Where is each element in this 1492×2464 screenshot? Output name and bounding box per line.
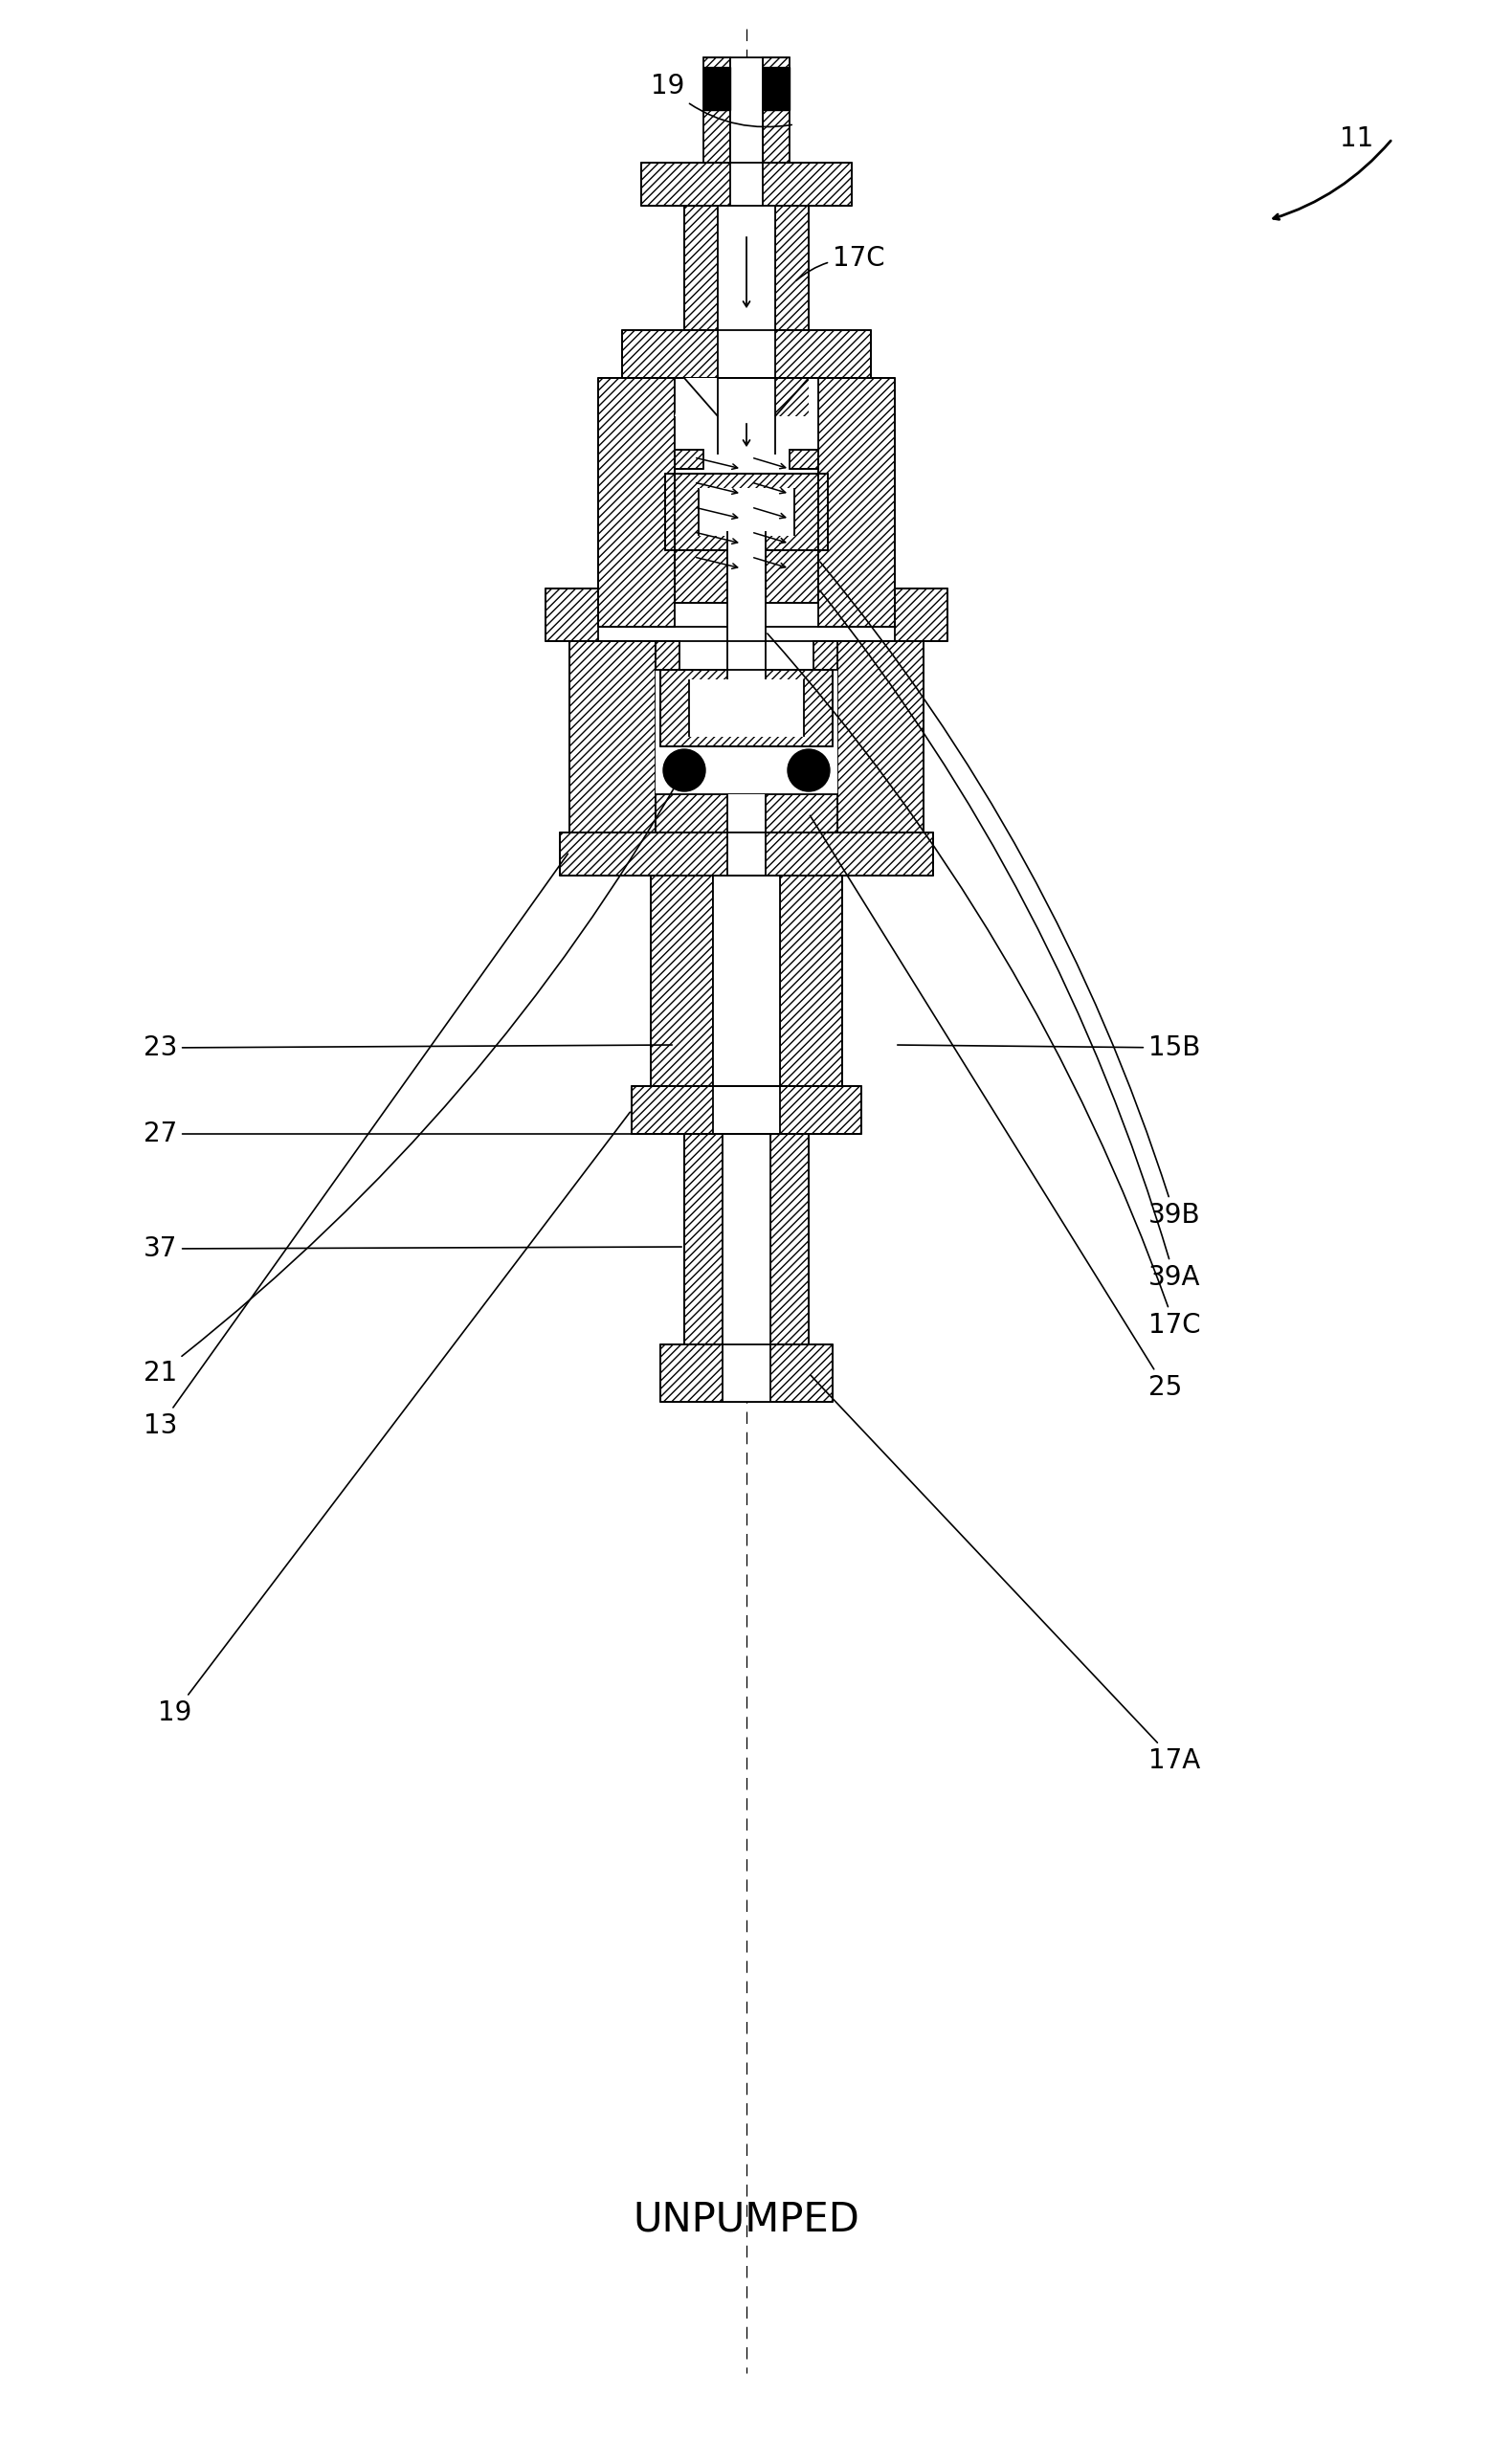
Bar <box>655 641 837 833</box>
Text: 27: 27 <box>143 1121 662 1148</box>
Bar <box>685 1133 722 1345</box>
Bar <box>789 451 818 468</box>
Bar <box>560 833 932 875</box>
Bar <box>685 205 718 330</box>
Text: 23: 23 <box>143 1035 671 1062</box>
Bar <box>730 57 762 163</box>
Bar <box>546 589 598 641</box>
Circle shape <box>788 749 830 791</box>
Bar <box>674 377 818 626</box>
Circle shape <box>664 749 706 791</box>
Bar <box>776 205 809 330</box>
Text: 17A: 17A <box>810 1375 1201 1774</box>
Polygon shape <box>776 377 809 416</box>
Bar <box>813 641 837 670</box>
Bar <box>895 589 947 641</box>
Bar <box>674 451 703 468</box>
Polygon shape <box>674 377 718 416</box>
Text: 19: 19 <box>158 1111 630 1727</box>
Bar <box>642 163 852 205</box>
Bar <box>570 641 655 833</box>
Bar <box>661 1345 833 1402</box>
Bar <box>722 1345 770 1402</box>
Bar <box>727 532 765 685</box>
Text: 19: 19 <box>651 74 792 126</box>
Bar <box>765 549 818 604</box>
Bar <box>674 549 727 604</box>
Bar <box>730 163 762 205</box>
Bar <box>718 205 776 330</box>
Bar <box>770 1133 809 1345</box>
Text: 17C: 17C <box>797 244 885 281</box>
Bar <box>631 1087 861 1133</box>
Bar <box>622 330 871 377</box>
Bar <box>818 377 895 626</box>
Text: UNPUMPED: UNPUMPED <box>633 2200 859 2240</box>
Text: 15B: 15B <box>898 1035 1201 1062</box>
Bar <box>718 416 776 453</box>
Text: 25: 25 <box>810 816 1182 1402</box>
Text: 21: 21 <box>143 774 683 1387</box>
Polygon shape <box>703 67 730 111</box>
Bar <box>698 488 794 535</box>
Bar <box>703 57 730 163</box>
Text: 11: 11 <box>1340 126 1374 153</box>
Bar <box>598 377 674 626</box>
Bar <box>689 680 804 737</box>
Text: 17C: 17C <box>767 633 1201 1338</box>
Polygon shape <box>762 67 789 111</box>
Bar <box>655 641 679 670</box>
Bar <box>651 875 713 1087</box>
Bar <box>762 57 789 163</box>
Bar <box>655 793 837 833</box>
Bar <box>746 549 765 574</box>
Text: 39A: 39A <box>821 591 1201 1291</box>
Polygon shape <box>685 377 718 416</box>
Bar <box>713 1087 780 1133</box>
Text: 13: 13 <box>143 855 568 1439</box>
Bar <box>713 875 780 1087</box>
Bar <box>727 549 746 574</box>
Bar <box>837 641 924 833</box>
Bar <box>780 875 841 1087</box>
Bar <box>665 473 828 549</box>
Bar <box>727 793 765 833</box>
Bar <box>718 330 776 377</box>
Bar <box>661 670 833 747</box>
Bar <box>727 833 765 875</box>
Text: 37: 37 <box>143 1234 682 1262</box>
Bar <box>722 1133 770 1345</box>
Text: 39B: 39B <box>821 562 1201 1230</box>
